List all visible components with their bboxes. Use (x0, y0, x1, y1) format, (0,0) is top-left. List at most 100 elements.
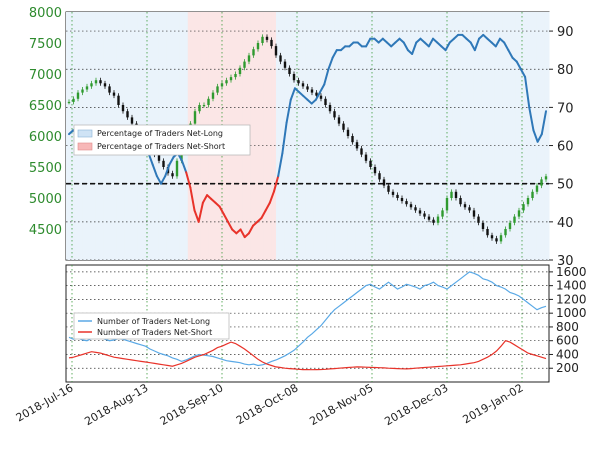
sentiment-band (360, 12, 365, 260)
sentiment-band (305, 12, 311, 260)
price-candles (67, 34, 548, 244)
percent-net-long-segment (239, 228, 246, 239)
price-candle-body (364, 154, 368, 161)
percent-tick-label: 50 (557, 178, 574, 193)
price-candle-body (288, 67, 291, 74)
sentiment-band (330, 12, 336, 260)
percent-net-long-segment (189, 186, 196, 212)
top-legend-box (73, 124, 251, 156)
percent-net-long-segment (168, 155, 175, 166)
price-tick-label: 5000 (29, 192, 62, 207)
price-candle-body (121, 105, 125, 112)
price-candle-body (193, 111, 197, 124)
price-candle-body (112, 92, 116, 96)
count-net-short-line (68, 340, 547, 371)
percent-net-long-segment (180, 159, 188, 174)
count-tick-label: 600 (556, 334, 579, 348)
price-candle-body (346, 129, 350, 136)
sentiment-band (393, 12, 399, 260)
sentiment-band (423, 12, 428, 260)
count-tick-label: 1400 (556, 279, 587, 293)
sentiment-band (368, 12, 374, 260)
price-candle-body (441, 210, 444, 217)
sentiment-band (66, 12, 71, 260)
percent-tick-label: 80 (557, 63, 574, 78)
sentiment-band (452, 12, 458, 260)
percent-net-long-segment (503, 41, 510, 52)
legend-swatch-net-long-band (77, 129, 93, 138)
sentiment-band (486, 12, 491, 260)
price-candle-body (360, 148, 363, 155)
price-candle-body (382, 179, 386, 186)
price-candle-body (265, 36, 269, 40)
percent-net-long-segment (273, 175, 280, 193)
sentiment-band (343, 12, 348, 260)
sentiment-band (271, 12, 277, 260)
price-candle-body (279, 55, 282, 62)
price-candle-body (81, 89, 84, 93)
count-tick-label: 1200 (556, 292, 587, 306)
price-candle-body (526, 198, 530, 205)
price-candle-body (378, 173, 381, 180)
price-candle-body (220, 83, 224, 87)
sentiment-band (418, 12, 424, 260)
sentiment-band (481, 12, 487, 260)
sentiment-band (473, 12, 479, 260)
price-candle-body (436, 216, 440, 223)
percent-tick-label: 90 (557, 25, 574, 40)
percent-net-long-segment (473, 37, 481, 52)
percent-net-long-segment (281, 121, 288, 155)
price-candle-body (85, 86, 89, 90)
legend-swatch-net-short-band (77, 142, 93, 151)
price-candle-body (324, 98, 327, 105)
price-tick-label: 6500 (29, 99, 62, 114)
price-candle-body (445, 198, 449, 211)
price-candle-body (234, 74, 237, 78)
price-candle-body (409, 204, 413, 208)
percent-net-long-segment (164, 163, 171, 178)
price-candle-body (126, 111, 129, 118)
sentiment-band (70, 12, 75, 260)
price-tick-label: 7500 (29, 37, 62, 52)
sentiment-band (381, 12, 386, 260)
price-candle-body (486, 229, 489, 236)
count-net-long-line (68, 271, 547, 367)
percent-net-long-segment (319, 83, 326, 94)
percent-tick-label: 30 (557, 254, 574, 269)
percent-net-long-segment (524, 75, 531, 109)
sentiment-band (355, 12, 361, 260)
date-axis-ticks: 2018-Jul-16 2018-Aug-13 2018-Sep-10 2018-Oc… (14, 381, 526, 428)
price-candle-body (211, 92, 215, 99)
price-candle-body (207, 98, 210, 105)
price-tick-label: 7000 (29, 68, 62, 83)
price-candle-body (229, 77, 233, 81)
percent-net-long-segment (260, 209, 267, 220)
percent-net-long-segment (365, 37, 372, 48)
price-candle-body (531, 191, 534, 198)
sentiment-band (288, 12, 294, 260)
sentiment-band (427, 12, 432, 260)
price-candle-body (517, 210, 521, 217)
percent-net-long-segment (515, 60, 522, 71)
bottom-legend: Number of Traders Net-Long Number of Tra… (73, 312, 230, 340)
sentiment-band (292, 12, 298, 260)
price-candle-body (490, 235, 494, 239)
date-tick-label: 2018-Jul-16 (14, 381, 76, 424)
sentiment-band (263, 12, 269, 260)
sentiment-band (339, 12, 344, 260)
price-candle-body (274, 46, 278, 56)
sentiment-band (301, 12, 306, 260)
sentiment-band (313, 12, 319, 260)
price-candle-body (423, 213, 426, 217)
bottom-panel-gridlines (66, 265, 549, 382)
price-candle-body (256, 43, 260, 50)
sentiment-band (465, 12, 470, 260)
percent-net-long-segment (285, 98, 292, 124)
percent-net-long-segment (218, 205, 225, 216)
price-candle-body (76, 92, 80, 99)
sentiment-band (448, 12, 453, 260)
price-candle-body (333, 111, 336, 118)
sentiment-band (469, 12, 474, 260)
